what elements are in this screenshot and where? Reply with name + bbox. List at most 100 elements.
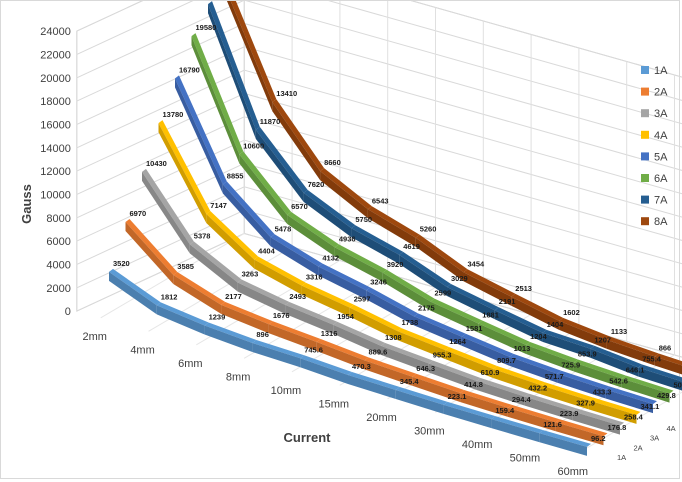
- data-label: 2177: [225, 292, 242, 301]
- data-label: 866: [659, 343, 672, 352]
- y-tick-label: 16000: [40, 119, 71, 131]
- data-label: 2599: [435, 289, 452, 298]
- data-label: 258.4: [624, 413, 644, 422]
- depth-label-2a: 2A: [634, 443, 643, 452]
- data-label: 6570: [291, 202, 308, 211]
- x-tick-label: 50mm: [510, 452, 541, 464]
- legend-item-3a: 3A: [641, 108, 668, 120]
- y-axis-ticks: 0200040006000800010000120001400016000180…: [40, 26, 71, 318]
- legend-item-4a: 4A: [641, 130, 668, 142]
- legend-swatch: [641, 152, 649, 160]
- data-label: 433.3: [593, 387, 612, 396]
- x-tick-label: 6mm: [178, 358, 202, 370]
- legend-label: 4A: [654, 130, 668, 142]
- data-label: 3316: [306, 273, 323, 282]
- data-label: 1812: [161, 292, 178, 301]
- x-tick-label: 30mm: [414, 425, 445, 437]
- y-tick-label: 10000: [40, 189, 71, 201]
- data-label: 3029: [451, 274, 468, 283]
- data-label: 294.4: [512, 395, 532, 404]
- legend-swatch: [641, 109, 649, 117]
- data-label: 1308: [385, 333, 402, 342]
- data-label: 1602: [563, 308, 580, 317]
- y-tick-label: 8000: [46, 213, 70, 225]
- data-label: 5478: [275, 224, 292, 233]
- legend-label: 5A: [654, 151, 668, 163]
- data-label: 725.9: [561, 361, 580, 370]
- data-label: 8855: [227, 171, 244, 180]
- data-label: 809.7: [497, 356, 516, 365]
- data-label: 4132: [322, 253, 339, 262]
- data-label: 10430: [146, 159, 167, 168]
- data-label: 5378: [194, 231, 211, 240]
- legend-swatch: [641, 131, 649, 139]
- data-label: 429.8: [657, 391, 676, 400]
- depth-label-3a: 3A: [650, 434, 659, 443]
- data-label: 3263: [242, 270, 259, 279]
- data-label: 2493: [289, 292, 306, 301]
- data-label: 7620: [308, 180, 325, 189]
- data-label: 1404: [547, 320, 565, 329]
- data-label: 755.4: [642, 354, 662, 363]
- data-label: 11870: [260, 117, 280, 126]
- data-label: 2597: [354, 295, 371, 304]
- data-label: 1676: [273, 311, 290, 320]
- data-label: 1738: [402, 318, 419, 327]
- data-label: 5750: [355, 215, 372, 224]
- x-tick-label: 40mm: [462, 439, 493, 451]
- data-label: 223.1: [448, 392, 467, 401]
- data-label: 896: [256, 330, 269, 339]
- data-label: 96.2: [591, 434, 606, 443]
- y-axis-title: Gauss: [19, 184, 34, 224]
- depth-label-4a: 4A: [667, 424, 676, 433]
- legend-swatch: [641, 217, 649, 225]
- data-label: 121.6: [543, 420, 562, 429]
- data-label: 1264: [449, 337, 467, 346]
- data-label: 2513: [515, 284, 532, 293]
- data-label: 1954: [337, 312, 355, 321]
- data-label: 4404: [258, 247, 276, 256]
- data-label: 1239: [209, 313, 226, 322]
- data-label: 432.2: [528, 384, 547, 393]
- data-label: 6543: [372, 196, 389, 205]
- data-label: 3454: [468, 259, 486, 268]
- ribbon-top: [208, 1, 260, 130]
- data-label: 341.1: [641, 402, 660, 411]
- data-label: 470.3: [352, 362, 371, 371]
- data-label: 745.6: [304, 345, 323, 354]
- data-label: 4619: [403, 242, 420, 251]
- y-tick-label: 22000: [40, 49, 71, 61]
- legend-label: 3A: [654, 108, 668, 120]
- y-tick-label: 18000: [40, 96, 71, 108]
- x-tick-label: 15mm: [318, 398, 349, 410]
- data-label: 646.1: [626, 365, 645, 374]
- data-label: 19580: [196, 23, 217, 32]
- legend-label: 6A: [654, 173, 668, 185]
- data-label: 6970: [130, 209, 147, 218]
- legend-swatch: [641, 174, 649, 182]
- data-label: 3246: [370, 277, 387, 286]
- data-label: 4936: [339, 234, 356, 243]
- data-label: 13410: [276, 89, 297, 98]
- legend-item-2a: 2A: [641, 87, 668, 99]
- legend-swatch: [641, 66, 649, 74]
- data-label: 853.9: [578, 350, 597, 359]
- ribbon-top: [126, 219, 178, 275]
- data-label: 508.4: [674, 381, 682, 390]
- data-label: 345.4: [400, 377, 420, 386]
- data-label: 327.9: [576, 398, 595, 407]
- data-label: 223.9: [560, 409, 579, 418]
- y-tick-label: 24000: [40, 26, 71, 38]
- y-tick-label: 4000: [46, 259, 70, 271]
- x-tick-label: 10mm: [271, 385, 302, 397]
- y-tick-label: 14000: [40, 143, 71, 155]
- y-tick-label: 6000: [46, 236, 70, 248]
- data-label: 7147: [210, 201, 227, 210]
- data-label: 8660: [324, 158, 341, 167]
- data-label: 5260: [420, 225, 437, 234]
- legend-swatch: [641, 196, 649, 204]
- x-tick-label: 60mm: [557, 466, 588, 478]
